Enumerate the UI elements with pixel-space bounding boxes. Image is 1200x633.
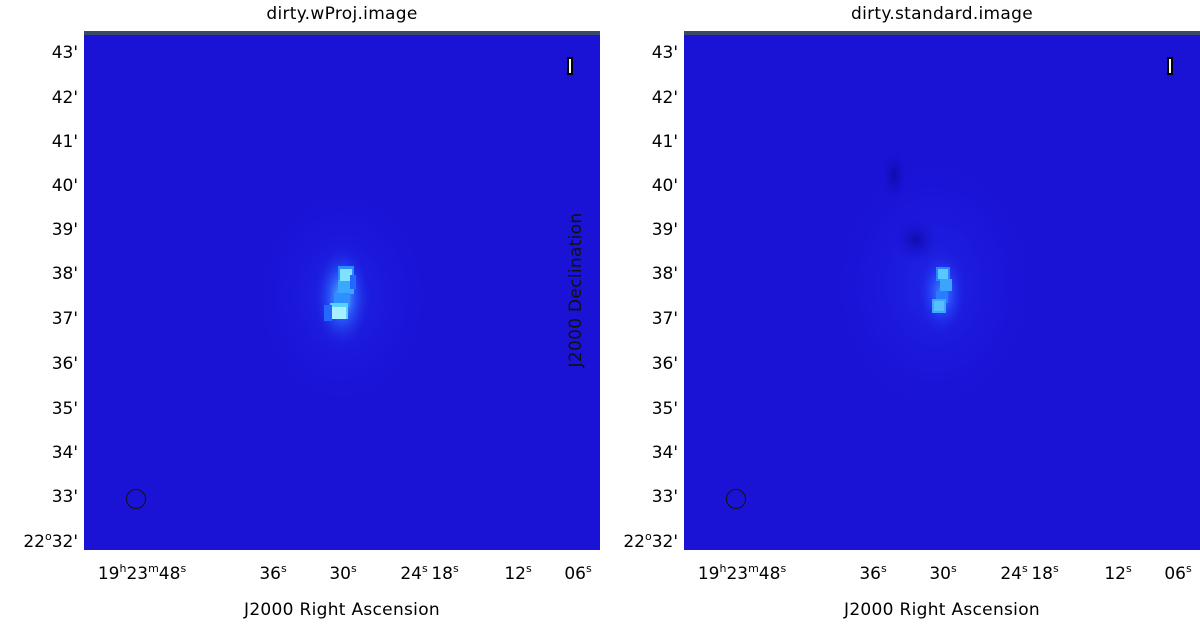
dec-tick: 35' — [651, 399, 678, 419]
dec-tick: 43' — [51, 43, 78, 63]
panel-title: dirty.wProj.image — [266, 4, 418, 24]
dec-tick: 33' — [51, 487, 78, 507]
dec-tick: 22o32' — [23, 530, 78, 552]
ra-tick: 19h23m48s — [97, 562, 187, 584]
ra-tick: 36s — [259, 562, 287, 584]
dec-tick: 41' — [51, 132, 78, 152]
dec-tick: 39' — [51, 220, 78, 240]
ra-tick: 24s — [1000, 562, 1028, 584]
dec-tick: 40' — [651, 176, 678, 196]
dec-tick: 33' — [651, 487, 678, 507]
ra-tick: 12s — [504, 562, 532, 584]
beam-ellipse-icon — [126, 489, 146, 509]
ra-tick: 06s — [564, 562, 592, 584]
dec-tick: 41' — [651, 132, 678, 152]
ra-tick: 18s — [1031, 562, 1059, 584]
ra-tick: 12s — [1104, 562, 1132, 584]
dec-tick: 43' — [651, 43, 678, 63]
ra-tick: 06s — [1164, 562, 1192, 584]
dec-tick: 36' — [651, 354, 678, 374]
dec-tick: 39' — [651, 220, 678, 240]
dec-tick: 22o32' — [623, 530, 678, 552]
dec-tick: 34' — [51, 443, 78, 463]
dec-axis-label: J2000 Declination — [566, 212, 586, 368]
ra-tick: 19h23m48s — [697, 562, 787, 584]
ra-tick: 24s — [400, 562, 428, 584]
colorbar-wedge-icon — [567, 57, 573, 75]
ra-axis-label: J2000 Right Ascension — [844, 600, 1040, 620]
dec-tick: 40' — [51, 176, 78, 196]
image-viewport[interactable] — [684, 31, 1200, 550]
dec-tick: 37' — [51, 309, 78, 329]
dec-tick: 38' — [51, 264, 78, 284]
ra-tick: 36s — [859, 562, 887, 584]
dec-tick: 42' — [51, 88, 78, 108]
dec-tick: 37' — [651, 309, 678, 329]
beam-ellipse-icon — [726, 489, 746, 509]
dec-tick: 42' — [651, 88, 678, 108]
ra-tick: 30s — [929, 562, 957, 584]
radio-image — [84, 35, 600, 550]
image-panel-wproj: dirty.wProj.image — [23, 4, 600, 620]
ra-tick: 18s — [431, 562, 459, 584]
dec-tick: 34' — [651, 443, 678, 463]
source-emission — [324, 266, 356, 321]
dec-tick: 38' — [651, 264, 678, 284]
ra-axis-label: J2000 Right Ascension — [244, 600, 440, 620]
dec-tick: 36' — [51, 354, 78, 374]
source-emission — [932, 267, 952, 313]
panel-title: dirty.standard.image — [851, 4, 1033, 24]
dec-tick: 35' — [51, 399, 78, 419]
radio-image — [684, 35, 1200, 550]
image-viewport[interactable] — [84, 31, 600, 550]
image-panel-standard: dirty.standard.image — [600, 0, 1200, 633]
colorbar-wedge-icon — [1167, 57, 1173, 75]
ra-tick: 30s — [329, 562, 357, 584]
